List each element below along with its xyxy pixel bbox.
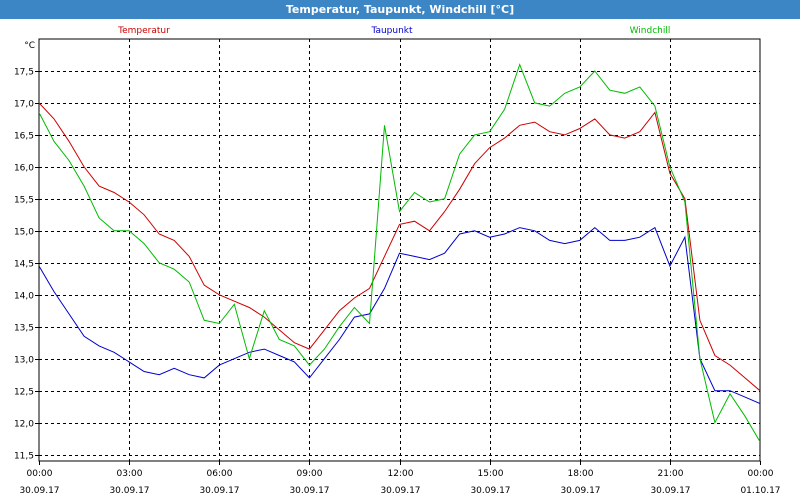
x-tick-date-label: 30.09.17	[650, 486, 690, 496]
x-tick-date-label: 30.09.17	[560, 486, 600, 496]
y-tick-label: 13,5	[14, 324, 34, 334]
plot-area	[38, 38, 761, 462]
y-tick-label: 17,5	[14, 68, 34, 78]
y-tick-label: 16,0	[14, 164, 34, 174]
x-tick-time-label: 15:00	[478, 469, 504, 479]
x-tick-date-label: 30.09.17	[199, 486, 239, 496]
x-tick-date-label: 30.09.17	[470, 486, 510, 496]
y-tick-label: 13,0	[14, 356, 34, 366]
x-tick-time-label: 21:00	[658, 469, 684, 479]
y-tick-label: 17,0	[14, 100, 34, 110]
y-tick-label: 14,5	[14, 260, 34, 270]
legend-windchill: Windchill	[630, 26, 671, 36]
y-tick-label: 12,5	[14, 388, 34, 398]
x-tick-date-label: 30.09.17	[380, 486, 420, 496]
x-tick-date-label: 30.09.17	[109, 486, 149, 496]
x-tick-time-label: 18:00	[568, 469, 594, 479]
y-tick-label: 12,0	[14, 420, 34, 430]
series-line-taupunkt	[39, 226, 760, 404]
y-tick-label: 11,5	[14, 452, 34, 462]
x-tick-time-label: 00:00	[27, 469, 53, 479]
y-axis-unit: °C	[24, 41, 35, 51]
window-title: Temperatur, Taupunkt, Windchill [°C]	[0, 0, 800, 19]
x-tick-date-label: 30.09.17	[19, 486, 59, 496]
line-chart: 11,5 12,0 12,5 13,0 13,5 14,0 14,5 15,0 15,5 16,0…	[14, 26, 781, 496]
x-tick-time-label: 12:00	[388, 469, 414, 479]
series-line-windchill	[39, 63, 760, 443]
x-tick-time-label: 00:00	[748, 469, 774, 479]
y-tick-label: 15,5	[14, 196, 34, 206]
x-tick-date-label: 01.10.17	[740, 486, 780, 496]
y-tick-label: 14,0	[14, 292, 34, 302]
legend-taupunkt: Taupunkt	[370, 26, 413, 36]
x-tick-time-label: 03:00	[117, 469, 143, 479]
x-tick-time-label: 09:00	[297, 469, 323, 479]
x-tick-time-label: 06:00	[207, 469, 233, 479]
series-line-temperatur	[39, 102, 760, 392]
y-tick-label: 15,0	[14, 228, 34, 238]
legend-temperatur: Temperatur	[117, 26, 170, 36]
y-tick-label: 16,5	[14, 132, 34, 142]
x-tick-date-label: 30.09.17	[289, 486, 329, 496]
